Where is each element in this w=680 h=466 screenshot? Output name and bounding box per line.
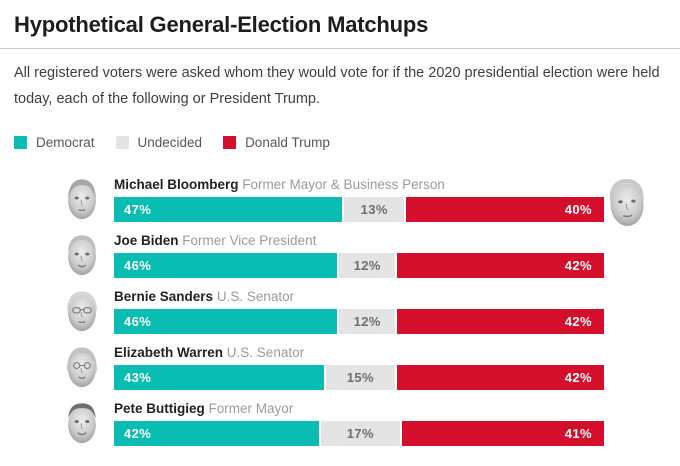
candidate-role: U.S. Senator — [216, 289, 295, 304]
matchup-content: Joe Biden Former Vice President 46% 12% … — [114, 232, 604, 278]
legend-item-undecided: Undecided — [115, 135, 203, 150]
candidate-role: Former Mayor — [208, 401, 294, 416]
trump-photo — [603, 175, 652, 231]
trump-segment: 42% — [397, 309, 604, 334]
legend: Democrat Undecided Donald Trump — [14, 135, 666, 150]
trump-segment: 41% — [401, 421, 604, 446]
candidate-photo — [62, 400, 102, 446]
candidate-nameline: Bernie Sanders U.S. Senator — [114, 288, 604, 305]
matchup-bar: 42% 17% 41% — [114, 421, 604, 446]
matchup-rows: Michael Bloomberg Former Mayor & Busines… — [14, 176, 666, 446]
candidate-role: Former Mayor & Business Person — [242, 177, 445, 192]
candidate-photo — [62, 288, 102, 334]
democrat-segment: 46% — [114, 253, 338, 278]
matchup-content: Michael Bloomberg Former Mayor & Busines… — [114, 176, 604, 222]
undecided-segment: 15% — [325, 365, 396, 390]
matchup-content: Pete Buttigieg Former Mayor 42% 17% 41% — [114, 400, 604, 446]
candidate-nameline: Elizabeth Warren U.S. Senator — [114, 344, 604, 361]
candidate-nameline: Michael Bloomberg Former Mayor & Busines… — [114, 176, 604, 193]
trump-percent: 42% — [564, 258, 592, 273]
candidate-name: Michael Bloomberg — [114, 177, 239, 192]
photo-column — [14, 344, 114, 390]
undecided-segment: 17% — [320, 421, 400, 446]
title-divider — [0, 48, 680, 49]
democrat-segment: 46% — [114, 309, 338, 334]
undecided-percent: 17% — [346, 426, 374, 441]
undecided-segment: 12% — [339, 309, 396, 334]
candidate-name: Elizabeth Warren — [114, 345, 224, 360]
infographic: Hypothetical General-Election Matchups A… — [0, 12, 680, 446]
page-title: Hypothetical General-Election Matchups — [14, 12, 429, 37]
trump-percent: 42% — [564, 370, 592, 385]
candidate-name: Pete Buttigieg — [114, 401, 205, 416]
trump-swatch-icon — [223, 136, 237, 149]
democrat-percent: 46% — [124, 314, 152, 329]
candidate-role: Former Vice President — [182, 233, 317, 248]
democrat-percent: 46% — [124, 258, 152, 273]
candidate-photo — [62, 232, 102, 278]
undecided-swatch-icon — [115, 136, 129, 149]
trump-segment: 42% — [397, 365, 604, 390]
undecided-percent: 13% — [360, 202, 388, 217]
democrat-percent: 47% — [124, 202, 152, 217]
matchup-bar: 43% 15% 42% — [114, 365, 604, 390]
undecided-segment: 12% — [339, 253, 396, 278]
trump-segment: 42% — [397, 253, 604, 278]
matchup-bar: 47% 13% 40% — [114, 197, 604, 222]
democrat-segment: 42% — [114, 421, 319, 446]
trump-percent: 41% — [564, 426, 592, 441]
photo-column — [14, 400, 114, 446]
undecided-percent: 12% — [353, 258, 381, 273]
democrat-percent: 43% — [124, 370, 152, 385]
matchup-row: Bernie Sanders U.S. Senator 46% 12% 42% — [14, 288, 666, 334]
undecided-segment: 13% — [344, 197, 405, 222]
matchup-row: Pete Buttigieg Former Mayor 42% 17% 41% — [14, 400, 666, 446]
description: All registered voters were asked whom th… — [14, 65, 660, 107]
legend-item-trump: Donald Trump — [223, 135, 330, 150]
photo-column — [14, 232, 114, 278]
photo-column — [14, 288, 114, 334]
legend-label-democrat: Democrat — [36, 135, 95, 150]
trump-segment: 40% — [406, 197, 604, 222]
matchup-bar: 46% 12% 42% — [114, 309, 604, 334]
matchup-row: Joe Biden Former Vice President 46% 12% … — [14, 232, 666, 278]
candidate-nameline: Pete Buttigieg Former Mayor — [114, 400, 604, 417]
matchup-content: Elizabeth Warren U.S. Senator 43% 15% 42… — [114, 344, 604, 390]
legend-label-undecided: Undecided — [137, 135, 203, 150]
matchup-row: Elizabeth Warren U.S. Senator 43% 15% 42… — [14, 344, 666, 390]
trump-percent: 42% — [564, 314, 592, 329]
candidate-photo — [62, 176, 102, 222]
candidate-role: U.S. Senator — [226, 345, 305, 360]
democrat-segment: 47% — [114, 197, 343, 222]
matchup-content: Bernie Sanders U.S. Senator 46% 12% 42% — [114, 288, 604, 334]
trump-percent: 40% — [564, 202, 592, 217]
matchup-row: Michael Bloomberg Former Mayor & Busines… — [14, 176, 666, 222]
democrat-percent: 42% — [124, 426, 152, 441]
candidate-photo — [62, 344, 102, 390]
democrat-segment: 43% — [114, 365, 324, 390]
candidate-nameline: Joe Biden Former Vice President — [114, 232, 604, 249]
photo-column — [14, 176, 114, 222]
candidate-name: Bernie Sanders — [114, 289, 214, 304]
candidate-name: Joe Biden — [114, 233, 179, 248]
legend-label-trump: Donald Trump — [245, 135, 330, 150]
legend-item-democrat: Democrat — [14, 135, 95, 150]
democrat-swatch-icon — [14, 136, 27, 149]
undecided-percent: 12% — [353, 314, 381, 329]
undecided-percent: 15% — [346, 370, 374, 385]
matchup-bar: 46% 12% 42% — [114, 253, 604, 278]
